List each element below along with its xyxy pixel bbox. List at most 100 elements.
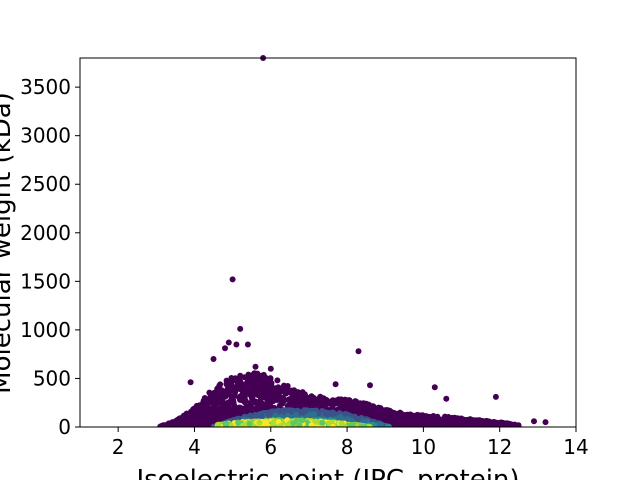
scatter-point (501, 423, 508, 427)
scatter-point (312, 396, 319, 403)
scatter-point-outlier (267, 365, 274, 372)
scatter-point (451, 424, 458, 427)
scatter-point (215, 421, 222, 427)
scatter-point (241, 399, 248, 406)
scatter-point (252, 411, 259, 418)
y-tick-label: 1000 (20, 318, 71, 342)
x-axis-ticks: 2 4 6 8 10 12 14 (112, 427, 589, 459)
scatter-point (201, 409, 208, 416)
scatter-point (402, 412, 409, 419)
scatter-point (206, 389, 213, 396)
scatter-point (274, 377, 281, 384)
scatter-point-outlier (187, 379, 194, 386)
scatter-point-outlier (367, 382, 373, 389)
scatter-point (189, 408, 196, 415)
scatter-point (228, 407, 235, 414)
scatter-point (415, 419, 422, 425)
scatter-point (279, 395, 286, 402)
scatter-point (423, 413, 429, 420)
scatter-point (259, 400, 266, 407)
scatter-point (400, 423, 407, 427)
scatter-point (224, 386, 231, 393)
scatter-point (307, 399, 314, 406)
scatter-point-outlier (332, 381, 339, 388)
scatter-point (249, 395, 255, 402)
scatter-point (242, 383, 249, 389)
scatter-point (386, 415, 393, 421)
scatter-point (392, 413, 399, 420)
scatter-point (224, 400, 231, 407)
scatter-point (318, 395, 325, 402)
scatter-point (298, 393, 305, 400)
scatter-point (338, 420, 345, 427)
scatter-point (229, 376, 236, 383)
scatter-point (302, 393, 309, 400)
scatter-point (264, 400, 271, 407)
plot-frame (79, 57, 577, 428)
scatter-point (346, 397, 353, 404)
scatter-point (241, 394, 248, 401)
scatter-point (261, 380, 268, 386)
scatter-point (231, 392, 238, 399)
scatter-point-outlier (225, 339, 232, 346)
scatter-point (325, 410, 332, 416)
scatter-point (228, 422, 235, 427)
scatter-point (361, 423, 368, 427)
scatter-point (277, 423, 284, 427)
scatter-point (229, 387, 236, 394)
scatter-point (256, 383, 263, 390)
scatter-point (439, 423, 446, 427)
scatter-point (339, 415, 345, 422)
scatter-point (251, 370, 258, 377)
scatter-point (420, 423, 427, 427)
scatter-point (249, 379, 256, 386)
scatter-point (208, 399, 215, 406)
scatter-point (200, 402, 207, 409)
scatter-point (415, 423, 422, 427)
scatter-point (236, 377, 243, 384)
scatter-point (263, 420, 270, 427)
scatter-point-outlier (237, 325, 244, 332)
scatter-point (256, 419, 263, 426)
scatter-point (291, 400, 298, 407)
scatter-point (451, 418, 458, 425)
x-tick-label: 12 (487, 435, 512, 459)
scatter-point (268, 380, 275, 387)
scatter-point (291, 389, 298, 396)
scatter-point-outlier (355, 348, 362, 355)
scatter-point (384, 423, 391, 427)
scatter-point (272, 412, 279, 419)
x-tick-label: 2 (112, 435, 125, 459)
y-tick-label: 500 (33, 366, 71, 390)
scatter-point (236, 407, 243, 414)
scatter-point (329, 423, 336, 427)
y-tick-label: 0 (58, 415, 71, 439)
scatter-point (329, 397, 336, 404)
scatter-point (267, 410, 274, 417)
scatter-point (391, 422, 398, 427)
scatter-point (201, 413, 208, 420)
scatter-point (170, 422, 177, 427)
scatter-point (235, 419, 242, 426)
scatter-point (216, 416, 223, 422)
scatter-point (433, 424, 440, 427)
scatter-point (258, 413, 265, 420)
scatter-point (223, 421, 229, 427)
scatter-point (209, 413, 216, 420)
scatter-point (262, 389, 269, 396)
scatter-point (299, 389, 306, 396)
scatter-point-outlier (443, 395, 450, 402)
scatter-point-outlier (222, 345, 228, 352)
scatter-point (180, 412, 187, 419)
scatter-point (369, 403, 375, 410)
scatter-point (219, 392, 226, 399)
scatter-point-outlier (542, 419, 549, 426)
scatter-point (269, 423, 276, 427)
y-tick-label: 3000 (20, 124, 71, 148)
scatter-point (355, 416, 362, 422)
scatter-point (237, 372, 244, 379)
scatter-point (284, 384, 291, 391)
scatter-point-outlier (244, 341, 251, 348)
scatter-point (343, 415, 350, 422)
scatter-point (296, 422, 303, 427)
